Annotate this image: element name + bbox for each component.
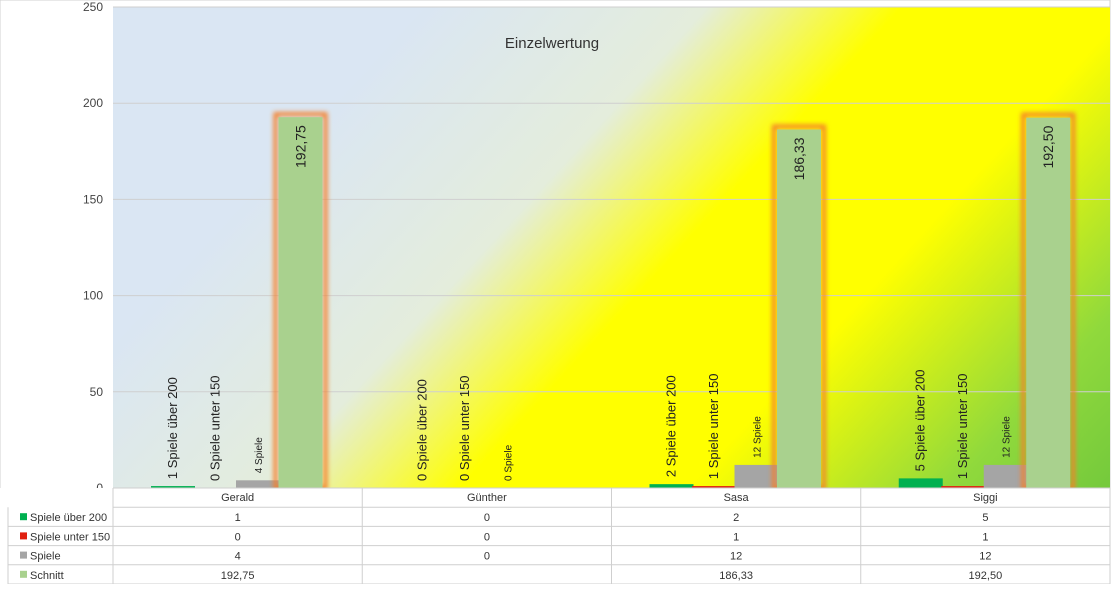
- legend-swatch: [20, 532, 27, 540]
- data-label: 192,75: [293, 125, 309, 168]
- y-tick-label: 50: [90, 385, 104, 399]
- table-cell: 2: [733, 512, 739, 524]
- data-label: 12 Spiele: [1002, 416, 1013, 458]
- legend-label: Spiele: [30, 551, 61, 563]
- table-cell: 0: [484, 551, 490, 563]
- table-background: [0, 488, 1110, 584]
- table-cell: 1: [733, 531, 739, 543]
- data-label: 1 Spiele über 200: [165, 377, 180, 479]
- bar: [734, 464, 779, 488]
- bar: [236, 480, 280, 488]
- legend-label: Spiele unter 150: [30, 531, 110, 543]
- bar: [151, 486, 195, 488]
- bar: [649, 484, 694, 488]
- category-label: Gerald: [221, 492, 254, 504]
- data-label: 12 Spiele: [753, 416, 764, 458]
- legend-label: Schnitt: [30, 570, 64, 582]
- y-tick-label: 250: [83, 0, 103, 14]
- table-cell: 186,33: [719, 570, 753, 582]
- data-label: 186,33: [791, 137, 807, 180]
- table-cell: 0: [484, 531, 490, 543]
- legend-swatch: [20, 551, 27, 559]
- table-cell: 0: [235, 531, 241, 543]
- y-tick-label: 200: [83, 96, 103, 110]
- legend-swatch: [20, 570, 27, 578]
- bars: 1 Spiele über 200 0 Spiele unter 150 4 Spi…: [151, 112, 1076, 491]
- data-label: 4 Spiele: [254, 437, 265, 474]
- table-cell: 192,50: [969, 570, 1003, 582]
- y-tick-label: 100: [83, 289, 103, 303]
- data-label: 1 Spiele unter 150: [706, 374, 721, 480]
- data-label: 1 Spiele unter 150: [955, 374, 970, 480]
- data-label: 5 Spiele über 200: [913, 369, 928, 471]
- y-tick-label: 150: [83, 192, 103, 206]
- table-cell: 5: [982, 512, 988, 524]
- bar: [777, 129, 821, 488]
- bar: [1026, 117, 1071, 488]
- category-label: Sasa: [724, 492, 750, 504]
- data-label: 2 Spiele über 200: [664, 375, 679, 477]
- data-label: 192,50: [1040, 125, 1056, 168]
- table-cell: 1: [982, 531, 988, 543]
- legend-label: Spiele über 200: [30, 512, 107, 524]
- data-label: 0 Spiele über 200: [414, 379, 429, 481]
- table-cell: 12: [979, 551, 991, 563]
- table-cell: 1: [235, 512, 241, 524]
- bar: [941, 486, 986, 488]
- bar: [983, 464, 1028, 488]
- bar: [278, 117, 323, 489]
- table-cell: 0: [484, 512, 490, 524]
- chart-title: Einzelwertung: [505, 35, 599, 52]
- table-cell: 12: [730, 551, 742, 563]
- category-label: Günther: [467, 492, 507, 504]
- table-cell: 4: [235, 551, 241, 563]
- legend-swatch: [20, 513, 27, 521]
- data-label: 0 Spiele: [503, 444, 514, 481]
- data-label: 0 Spiele unter 150: [208, 375, 223, 481]
- data-label: 0 Spiele unter 150: [457, 375, 472, 481]
- category-label: Siggi: [973, 492, 997, 504]
- bar: [692, 486, 736, 488]
- table-cell: 192,75: [221, 570, 255, 582]
- bar: [898, 478, 943, 488]
- data-table: Gerald Günther Sasa Siggi Spiele über 200 1 0 2…: [0, 487, 1111, 585]
